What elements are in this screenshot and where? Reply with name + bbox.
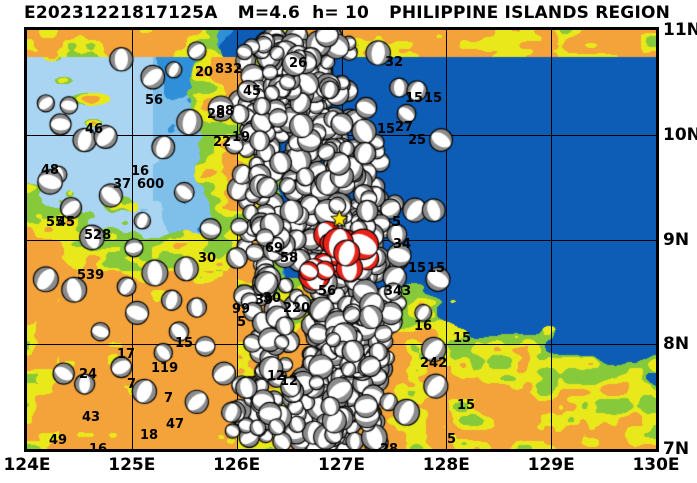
event-depth-label: 45 [243, 84, 262, 99]
event-depth-label: 12 [267, 369, 286, 384]
event-depth-label: 5 [392, 215, 402, 230]
event-depth-label: 27 [395, 120, 414, 135]
event-depth-label: 5 [237, 315, 247, 330]
event-depth-label: 46 [85, 122, 104, 137]
event-depth-label: 39 [255, 293, 274, 308]
y-tick-label: 9N [663, 229, 690, 250]
event-depth-label: 242 [420, 356, 448, 371]
event-depth-label: 15 [377, 122, 396, 137]
title-depth: h= 10 [312, 3, 370, 23]
x-tick-label: 127E [317, 455, 366, 475]
x-tick-label: 125E [108, 455, 156, 475]
event-depth-label: 15 [427, 261, 446, 276]
event-depth-label: 539 [77, 268, 105, 283]
event-depth-label: 48 [41, 163, 60, 178]
event-depth-label: 34 [393, 237, 412, 252]
event-depth-label: 832 [215, 62, 243, 77]
event-depth-label: 5 [447, 432, 457, 447]
event-depth-label: 15 [405, 91, 424, 106]
event-depth-label: 28 [207, 107, 226, 122]
x-tick-label: 124E [3, 455, 51, 475]
event-depth-label: 16 [131, 164, 150, 179]
x-tick-label: 130E [632, 455, 680, 475]
map-plot-area[interactable]: 26 32 20 832 45 56 28 88 15 15 27 25 46 19 48 16 37 600 55… [24, 27, 659, 452]
event-depth-label: 37 [113, 177, 132, 192]
y-tick-label: 11N [663, 20, 697, 40]
title-magnitude: M=4.6 [237, 3, 300, 23]
y-tick-label: 7N [663, 439, 690, 459]
x-tick-label: 126E [213, 455, 261, 475]
event-depth-label: 24 [79, 367, 98, 382]
event-depth-label: 69 [265, 241, 284, 256]
event-depth-label: 22 [213, 135, 232, 150]
title-region: PHILIPPINE ISLANDS REGION [389, 3, 671, 23]
event-depth-label: 16 [89, 442, 108, 452]
event-depth-label: 58 [280, 251, 299, 266]
event-depth-label: 30 [198, 251, 217, 266]
event-depth-label: 7 [127, 377, 137, 392]
event-depth-label: 15 [424, 91, 443, 106]
event-depth-label: 47 [166, 417, 185, 432]
event-depth-label: 56 [318, 284, 337, 299]
y-tick-label: 8N [663, 334, 690, 355]
event-depth-label: 343 [384, 284, 412, 299]
event-depth-label: 20 [195, 65, 214, 80]
event-depth-label: 26 [289, 56, 308, 71]
event-depth-label: 30 [263, 291, 282, 306]
event-depth-label: 45 [57, 215, 76, 230]
event-depth-label: 18 [140, 428, 159, 443]
event-depth-label: 16 [414, 319, 433, 334]
event-depth-label: 7 [164, 391, 174, 406]
event-depth-label: 88 [216, 104, 235, 119]
y-tick-label: 10N [663, 124, 697, 145]
title-event-id: E20231221817125A [24, 3, 218, 23]
event-depth-label: 119 [151, 361, 179, 376]
event-depth-label: 25 [408, 133, 427, 148]
x-tick-label: 129E [527, 455, 575, 475]
event-depth-label: 12 [280, 374, 299, 389]
event-depth-label: 19 [232, 130, 251, 145]
event-depth-label: 99 [232, 302, 251, 317]
event-depth-label: 56 [145, 93, 164, 108]
figure-title: E20231221817125A M=4.6 h= 10 PHILIPPINE … [24, 3, 670, 23]
event-depth-label: 220 [283, 301, 311, 316]
event-depth-label: 43 [82, 410, 101, 425]
event-depth-label: 49 [49, 433, 68, 448]
event-depth-label: 15 [453, 331, 472, 346]
event-depth-label: 32 [385, 55, 404, 70]
event-depth-label: 17 [117, 347, 136, 362]
depth-label-layer: 26 32 20 832 45 56 28 88 15 15 27 25 46 19 48 16 37 600 55… [27, 30, 656, 449]
event-depth-label: 528 [84, 228, 112, 243]
event-depth-label: 28 [380, 442, 399, 452]
focal-mechanism-beachballs[interactable] [27, 30, 656, 449]
event-depth-label: 600 [137, 177, 165, 192]
event-depth-label: 15 [457, 398, 476, 413]
x-tick-label: 128E [422, 455, 470, 475]
event-depth-label: 15 [408, 261, 427, 276]
event-depth-label: 55 [46, 215, 65, 230]
event-depth-label: 15 [175, 336, 194, 351]
